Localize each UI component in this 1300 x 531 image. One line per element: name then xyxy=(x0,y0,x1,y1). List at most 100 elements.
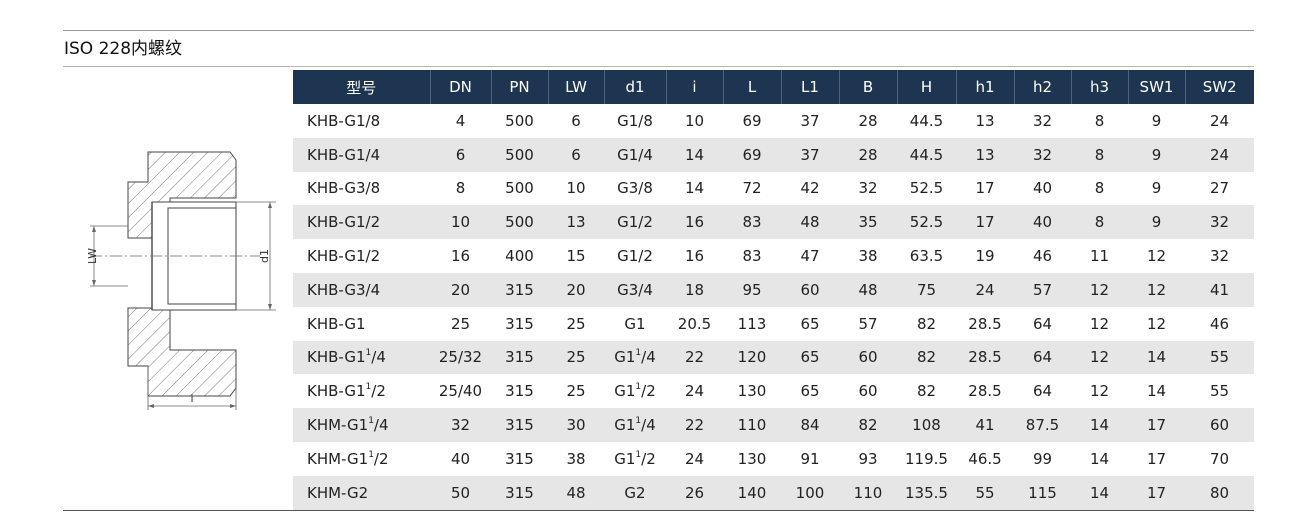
column-header: i xyxy=(666,70,724,104)
table-cell: 75 xyxy=(897,272,956,307)
model-cell: KHB-G11/4 xyxy=(293,340,430,375)
table-cell: 14 xyxy=(666,137,723,172)
table-cell: 18 xyxy=(666,272,723,307)
table-cell: 37 xyxy=(800,111,820,130)
table-cell: G1/8 xyxy=(617,111,653,130)
table-cell: 46 xyxy=(1209,314,1230,333)
table-cell: 40 xyxy=(1014,205,1071,240)
model-cell: KHM-G2 xyxy=(293,475,430,510)
table-row: KHB-G1/4 6 500 6 G1/4 14 69 37 28 44.5 13 32 8 9 24 xyxy=(293,137,1254,172)
table-cell: 315 xyxy=(491,475,548,510)
table-cell: 12 xyxy=(1089,314,1110,333)
table-cell: 46.5 xyxy=(968,449,1002,468)
column-header: SW1 xyxy=(1128,70,1186,104)
table-cell: 64 xyxy=(1032,382,1053,401)
table-cell: 12 xyxy=(1146,247,1167,266)
table-cell: 25/40 xyxy=(438,382,483,401)
table-cell: 63.5 xyxy=(909,247,944,266)
table-row: KHB-G11/4 25/32 315 25 G11/4 22 120 65 60 82 28.5 6… xyxy=(293,340,1254,375)
table-row: KHB-G11/2 25/40 315 25 G11/2 24 130 65 60 82 28.5 6… xyxy=(293,374,1254,408)
table-cell: 100 xyxy=(781,475,839,510)
table-cell: G3/8 xyxy=(617,179,653,198)
table-cell: 6 xyxy=(548,137,604,172)
column-header: L xyxy=(723,70,782,104)
table-cell: 9 xyxy=(1128,137,1185,172)
table-cell: 14 xyxy=(1071,408,1128,442)
model-cell: KHB-G1/4 xyxy=(293,137,430,172)
table-cell: 55 xyxy=(956,475,1014,510)
table-row: KHB-G1/8 4 500 6 G1/8 10 69 37 28 44.5 13 32 8 9 24 xyxy=(293,104,1254,138)
table-cell: 12 xyxy=(1128,272,1185,307)
table-cell: G1/2 xyxy=(617,247,653,266)
table-cell: 24 xyxy=(684,449,705,468)
table-cell: 10 xyxy=(684,111,705,130)
table-cell: 25 xyxy=(450,314,471,333)
table-cell: 16 xyxy=(666,205,723,240)
table-cell: 48 xyxy=(548,475,604,510)
table-row: KHB-G3/4 20 315 20 G3/4 18 95 60 48 75 24 57 12 12 41 xyxy=(293,272,1254,307)
table-cell: 135.5 xyxy=(897,475,956,510)
table-cell: G1/4 xyxy=(604,137,666,172)
table-cell: 16 xyxy=(450,247,471,266)
table-cell: 37 xyxy=(781,137,839,172)
table-cell: 28 xyxy=(839,137,897,172)
table-cell: 9 xyxy=(1151,111,1162,130)
table-cell: G11/2 xyxy=(614,449,656,468)
model-cell: KHB-G3/4 xyxy=(293,272,430,307)
table-cell: 13 xyxy=(956,137,1014,172)
table-cell: 120 xyxy=(723,340,781,375)
table-cell: 315 xyxy=(505,382,534,401)
table-cell: 28.5 xyxy=(968,314,1002,333)
table-cell: 40 xyxy=(450,449,471,468)
table-cell: 32 xyxy=(430,408,491,442)
table-cell: G11/4 xyxy=(604,340,666,375)
table-cell: G1/2 xyxy=(604,205,666,240)
table-row: KHB-G3/8 8 500 10 G3/8 14 72 42 32 52.5 17 40 8 9 27 xyxy=(293,172,1254,206)
table-cell: 65 xyxy=(800,314,820,333)
table-cell: 99 xyxy=(1032,449,1053,468)
table-cell: 11 xyxy=(1089,247,1110,266)
table-cell: 26 xyxy=(666,475,723,510)
table-cell: 500 xyxy=(505,179,534,198)
model-cell: KHB-G1/8 xyxy=(307,111,381,130)
table-cell: 12 xyxy=(1146,314,1167,333)
table-cell: 69 xyxy=(723,137,781,172)
table-cell: 72 xyxy=(742,179,762,198)
table-cell: 25 xyxy=(566,382,586,401)
table-cell: 17 xyxy=(1128,408,1185,442)
table-cell: 17 xyxy=(975,179,995,198)
table-cell: 60 xyxy=(839,340,897,375)
table-cell: 82 xyxy=(916,314,937,333)
model-cell: KHB-G11/2 xyxy=(307,382,386,401)
top-rule xyxy=(63,30,1254,31)
page-title: ISO 228内螺纹 xyxy=(64,39,183,59)
table-cell: 65 xyxy=(781,340,839,375)
table-cell: G2 xyxy=(604,475,666,510)
table-row: KHM-G2 50 315 48 G2 26 140 100 110 135.5 55 115 14 17… xyxy=(293,475,1254,510)
table-cell: 22 xyxy=(666,408,723,442)
column-header: d1 xyxy=(604,70,667,104)
table-cell: G11/2 xyxy=(614,382,656,401)
table-cell: 8 xyxy=(1071,137,1128,172)
table-cell: 87.5 xyxy=(1014,408,1071,442)
bottom-rule xyxy=(63,510,1254,511)
table-cell: 8 xyxy=(1094,111,1105,130)
table-cell: 6 xyxy=(571,111,581,130)
fitting-cross-section-drawing: LW d1 i xyxy=(86,151,276,410)
column-header: LW xyxy=(548,70,605,104)
table-cell: 41 xyxy=(956,408,1014,442)
table-cell: 35 xyxy=(839,205,897,240)
table-cell: 28.5 xyxy=(956,340,1014,375)
table-cell: 60 xyxy=(1185,408,1254,442)
table-cell: 19 xyxy=(975,247,995,266)
table-cell: 140 xyxy=(723,475,781,510)
table-cell: 82 xyxy=(839,408,897,442)
table-cell: 57 xyxy=(1014,272,1071,307)
table-cell: 22 xyxy=(666,340,723,375)
column-header: h2 xyxy=(1014,70,1072,104)
column-header: h1 xyxy=(956,70,1015,104)
table-cell: 9 xyxy=(1151,179,1162,198)
table-cell: 13 xyxy=(548,205,604,240)
table-cell: 113 xyxy=(737,314,767,333)
table-cell: 9 xyxy=(1128,205,1185,240)
